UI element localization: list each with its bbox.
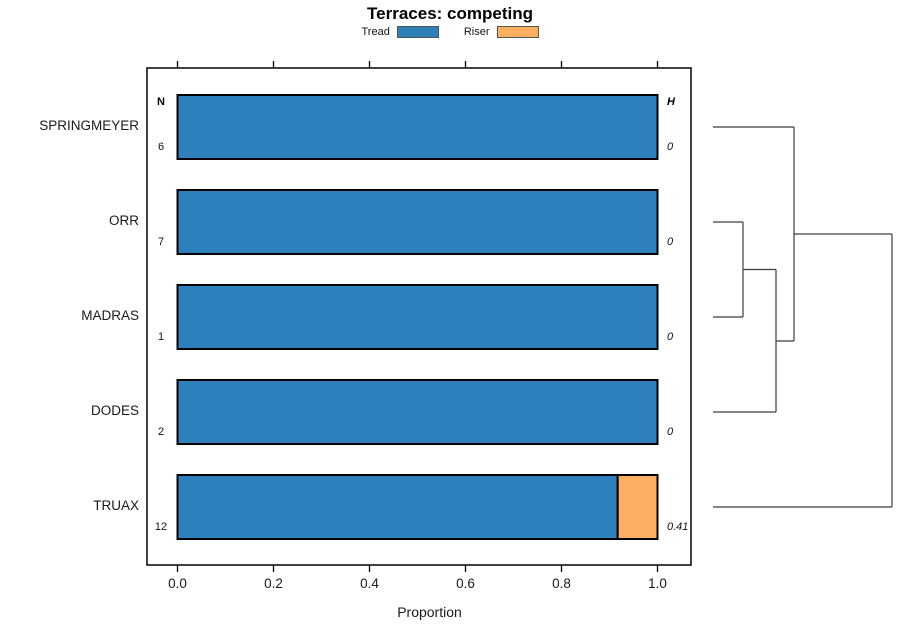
bar-segment-tread-truax: [176, 474, 619, 540]
bar-segment-tread-dodes: [176, 379, 659, 445]
h-value: 0: [667, 426, 674, 438]
category-label: ORR: [109, 213, 139, 228]
bar-segment-tread-springmeyer: [176, 94, 659, 160]
chart-title: Terraces: competing: [367, 4, 533, 23]
legend-label-tread: Tread: [361, 26, 390, 38]
x-tick-label: 0.2: [264, 576, 283, 591]
category-label: SPRINGMEYER: [39, 118, 139, 133]
x-tick-label: 0.4: [360, 576, 379, 591]
h-value: 0: [667, 141, 674, 153]
x-tick-label: 0.6: [456, 576, 475, 591]
bar-segment-tread-madras: [176, 284, 659, 350]
x-tick-label: 0.0: [168, 576, 187, 591]
x-tick-label: 1.0: [648, 576, 667, 591]
h-column-header: H: [667, 96, 675, 108]
n-value: 6: [157, 141, 165, 153]
plot-border: [146, 67, 692, 566]
n-value: 7: [157, 236, 165, 248]
h-value: 0.41: [667, 521, 689, 533]
legend-label-riser: Riser: [463, 26, 490, 38]
chart-legend: Tread Riser: [0, 24, 900, 40]
legend-swatch-tread: [396, 26, 439, 38]
bar-segment-tread-orr: [176, 189, 659, 255]
h-value: 0: [667, 236, 674, 248]
n-column-header: N: [157, 96, 165, 108]
bar-segment-riser-truax: [616, 474, 659, 540]
category-label: TRUAX: [93, 498, 139, 513]
category-label: DODES: [90, 403, 139, 418]
n-value: 12: [154, 521, 168, 533]
n-value: 1: [157, 331, 165, 343]
n-value: 2: [157, 426, 165, 438]
category-label: MADRAS: [81, 308, 139, 323]
legend-swatch-riser: [496, 26, 539, 38]
h-value: 0: [667, 331, 674, 343]
x-tick-label: 0.8: [552, 576, 571, 591]
x-axis-label: Proportion: [397, 604, 462, 620]
